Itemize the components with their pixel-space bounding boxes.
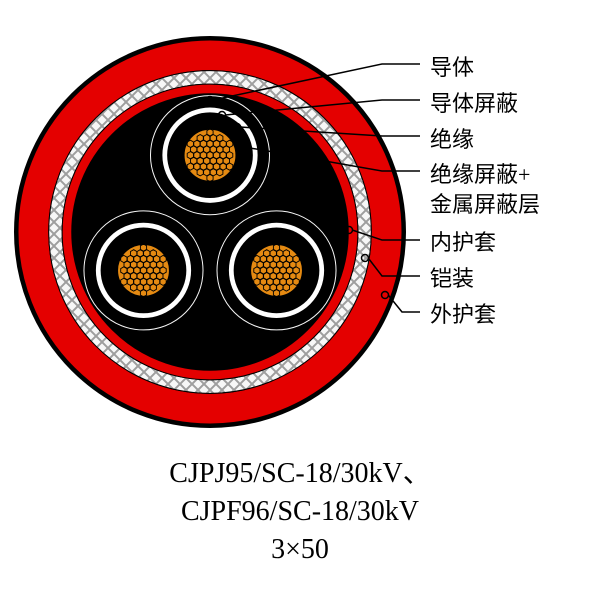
layer-label: 导体 [430,53,474,83]
layer-label: 铠装 [430,264,474,294]
caption-line: CJPJ95/SC-18/30kV、 [0,455,600,493]
caption-block: CJPJ95/SC-18/30kV、CJPF96/SC-18/30kV3×50 [0,455,600,568]
caption-line: 3×50 [0,531,600,569]
layer-label: 内护套 [430,228,496,258]
layer-label: 外护套 [430,300,496,330]
layer-label: 绝缘 [430,125,474,155]
layer-label: 导体屏蔽 [430,89,518,119]
caption-line: CJPF96/SC-18/30kV [0,493,600,531]
figure-root: 导体导体屏蔽绝缘绝缘屏蔽+ 金属屏蔽层内护套铠装外护套 CJPJ95/SC-18… [0,0,600,600]
layer-label: 绝缘屏蔽+ 金属屏蔽层 [430,160,540,219]
